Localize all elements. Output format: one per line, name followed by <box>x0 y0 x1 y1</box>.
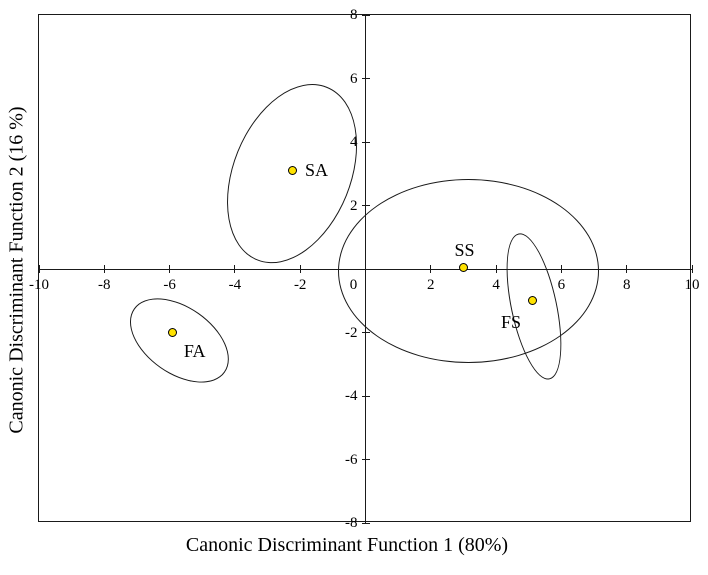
data-point-fs <box>527 296 537 306</box>
y-tick <box>361 522 370 524</box>
y-tick-label: -8 <box>345 515 358 531</box>
x-tick-label: -6 <box>163 277 176 293</box>
x-axis-title: Canonic Discriminant Function 1 (80%) <box>185 534 509 556</box>
y-tick-label: -6 <box>345 451 358 468</box>
x-tick-label: -10 <box>29 277 49 293</box>
y-tick <box>361 205 370 206</box>
y-tick-label: 4 <box>350 134 358 150</box>
y-tick-label: -4 <box>345 388 358 404</box>
x-tick <box>234 265 236 273</box>
y-tick <box>361 332 370 333</box>
group-ellipse-fa <box>114 281 244 400</box>
x-tick <box>103 265 105 273</box>
x-tick-label: -2 <box>293 277 307 293</box>
x-tick-label: 8 <box>622 277 631 293</box>
y-axis-title: Canonic Discriminant Function 2 (16 %) <box>5 106 28 434</box>
x-tick <box>38 265 40 273</box>
x-tick-label: 10 <box>684 277 700 293</box>
y-tick <box>361 78 370 79</box>
x-tick-label: -8 <box>98 277 111 293</box>
data-point-ss <box>458 262 468 272</box>
x-tick-label: -4 <box>228 277 242 293</box>
x-tick <box>169 265 171 273</box>
plot-area: -10 -8 -6 -4 -2 0 2 4 6 8 10 8 6 4 2 -2 -4 -6 -8 SA FA SS FS <box>29 7 700 531</box>
y-tick <box>361 459 370 460</box>
point-label-sa: SA <box>305 159 329 180</box>
y-tick-label: 8 <box>350 7 358 23</box>
y-tick-label: -2 <box>345 324 358 341</box>
x-tick <box>299 265 301 273</box>
y-tick <box>361 395 370 397</box>
group-ellipse-ss <box>337 178 599 363</box>
data-point-fa <box>168 328 178 337</box>
point-label-ss: SS <box>454 240 475 261</box>
x-tick <box>691 265 693 273</box>
point-label-fs: FS <box>501 311 522 332</box>
y-tick <box>361 14 370 16</box>
y-tick-label: 6 <box>350 70 358 87</box>
y-tick-label: 2 <box>350 197 358 214</box>
point-label-fa: FA <box>183 340 206 361</box>
data-point-sa <box>287 166 297 176</box>
y-tick <box>361 141 370 143</box>
x-tick <box>626 265 628 273</box>
